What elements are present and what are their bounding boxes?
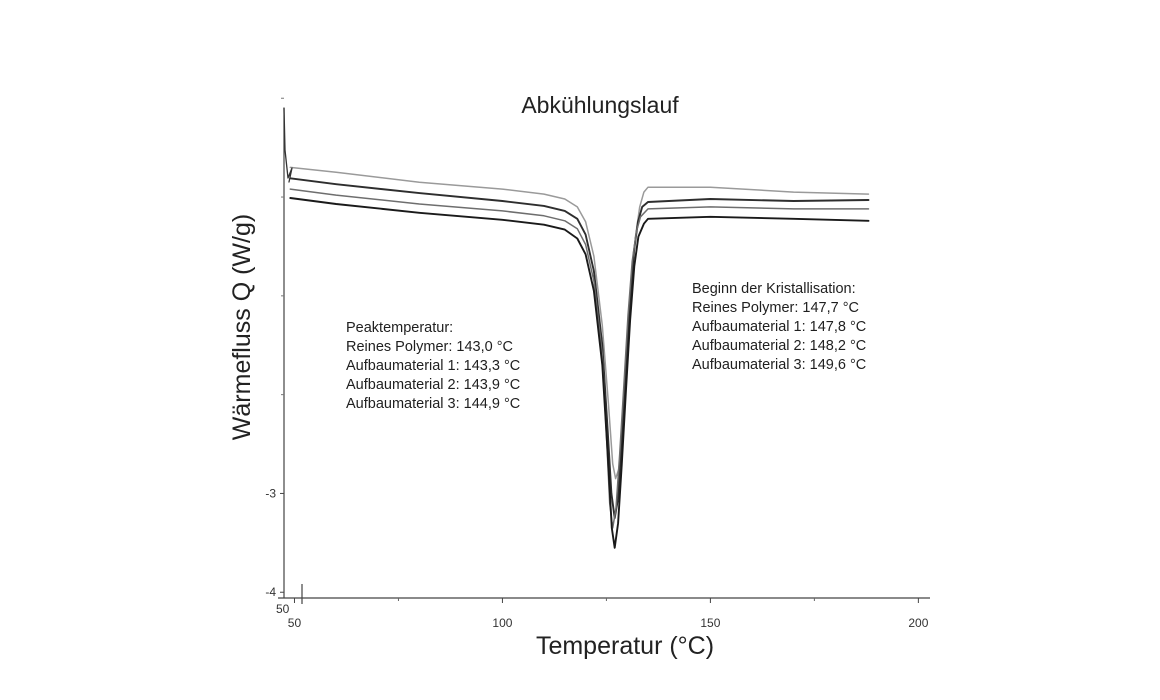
x-tick-label: 200: [908, 616, 928, 630]
x-tick-label: 150: [700, 616, 720, 630]
y-ticks: -3 -4: [265, 97, 284, 599]
peak-annotation-header: Peaktemperatur:: [346, 320, 453, 336]
y-tick-label: -3: [265, 486, 276, 500]
x-axis-label: Temperatur (°C): [536, 632, 714, 660]
dsc-curve-2: [289, 177, 870, 520]
y-tick-label: -4: [265, 585, 276, 599]
onset-annotation-line: Aufbaumaterial 2: 148,2 °C: [692, 338, 866, 354]
onset-annotation-line: Aufbaumaterial 1: 147,8 °C: [692, 319, 866, 335]
peak-annotation-line: Aufbaumaterial 2: 143,9 °C: [346, 377, 520, 393]
onset-annotation: Beginn der Kristallisation: Reines Polym…: [692, 281, 866, 373]
dsc-curve-4: [289, 197, 870, 549]
onset-annotation-header: Beginn der Kristallisation:: [692, 281, 856, 297]
start-transient: [283, 107, 293, 183]
curves: [283, 107, 870, 549]
peak-annotation-line: Aufbaumaterial 1: 143,3 °C: [346, 358, 520, 374]
peak-annotation: Peaktemperatur: Reines Polymer: 143,0 °C…: [346, 320, 520, 412]
onset-annotation-line: Reines Polymer: 147,7 °C: [692, 300, 859, 316]
peak-annotation-line: Aufbaumaterial 3: 144,9 °C: [346, 396, 520, 412]
x-ticks: 50 100 150 200: [288, 598, 929, 630]
x-tick-label: 100: [492, 616, 512, 630]
dsc-curve-1: [289, 166, 870, 480]
peak-annotation-line: Reines Polymer: 143,0 °C: [346, 339, 513, 355]
x-tick-label: 50: [288, 616, 302, 630]
chart-title: Abkühlungslauf: [521, 92, 679, 118]
y-axis-label: Wärmefluss Q (W/g): [228, 214, 256, 440]
onset-annotation-line: Aufbaumaterial 3: 149,6 °C: [692, 357, 866, 373]
corner-tick-label: 50: [276, 602, 290, 616]
